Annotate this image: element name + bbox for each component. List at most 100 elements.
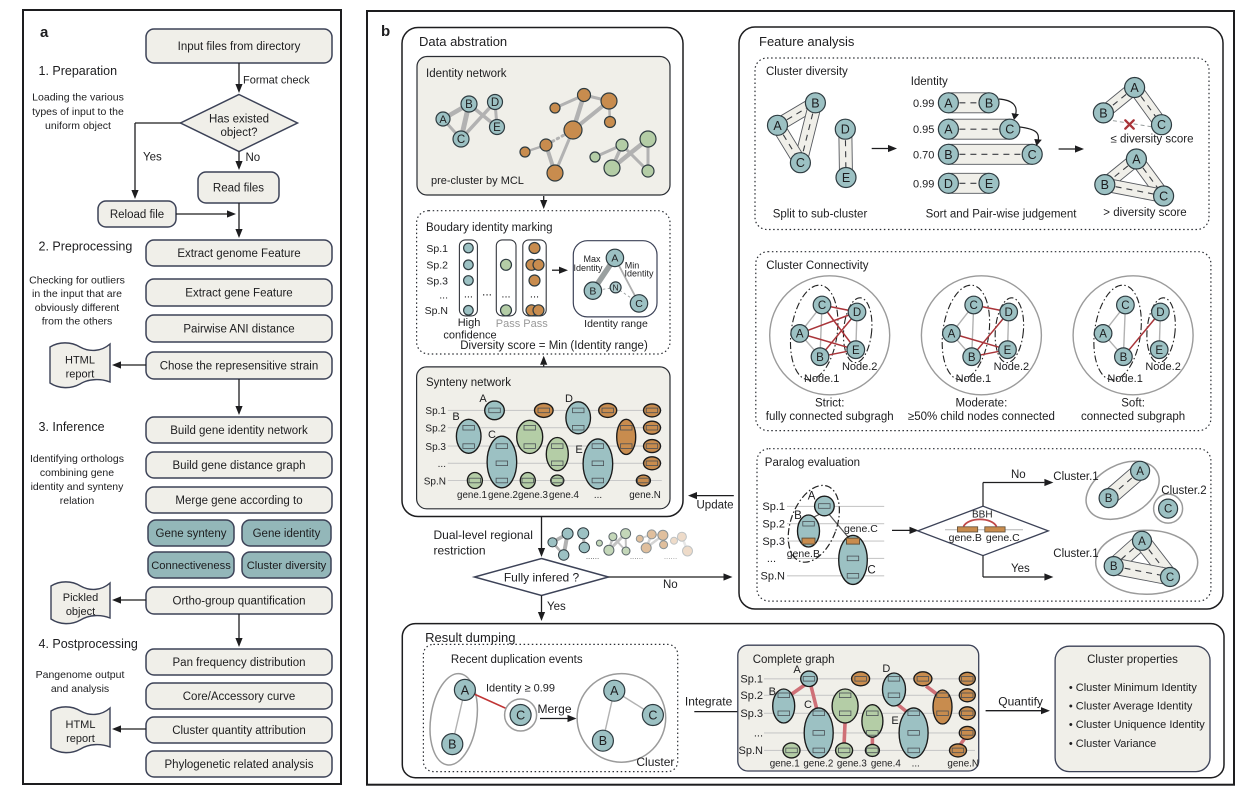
svg-text:B: B — [769, 686, 776, 698]
svg-text:Phylogenetic related analysis: Phylogenetic related analysis — [165, 759, 314, 771]
svg-text:E: E — [852, 345, 860, 357]
svg-text:A: A — [808, 491, 816, 503]
svg-text:types of input to the: types of input to the — [32, 106, 124, 118]
svg-text:B: B — [448, 738, 456, 752]
svg-text:Build gene distance graph: Build gene distance graph — [173, 460, 306, 472]
svg-text:HTML: HTML — [66, 719, 96, 731]
svg-text:Sp.3: Sp.3 — [740, 708, 763, 720]
svg-text:obviously different: obviously different — [35, 302, 120, 314]
svg-text:B: B — [452, 411, 459, 423]
svg-text:Result dumping: Result dumping — [425, 630, 515, 645]
svg-text:Merge gene according to: Merge gene according to — [175, 495, 302, 507]
svg-text:A: A — [1130, 81, 1139, 95]
svg-text:C: C — [1159, 190, 1168, 204]
svg-text:Soft:: Soft: — [1121, 398, 1145, 410]
svg-text:C: C — [867, 565, 875, 577]
svg-text:Identity: Identity — [573, 263, 603, 273]
svg-text:E: E — [1004, 345, 1012, 357]
svg-text:Pangenome output: Pangenome output — [36, 669, 125, 681]
svg-text:BBH: BBH — [972, 510, 993, 521]
svg-text:Min: Min — [625, 261, 640, 271]
svg-text:...: ... — [767, 553, 776, 565]
svg-text:C: C — [970, 300, 978, 312]
svg-text:Identifying orthologs: Identifying orthologs — [30, 453, 124, 465]
svg-text:...: ... — [482, 285, 492, 299]
svg-text:Sp.2: Sp.2 — [762, 519, 785, 531]
svg-text:gene.3: gene.3 — [518, 490, 549, 501]
svg-text:Max: Max — [583, 254, 601, 264]
svg-text:3. Inference: 3. Inference — [39, 420, 105, 434]
svg-text:Update: Update — [697, 500, 734, 512]
svg-text:C: C — [457, 134, 465, 146]
svg-text:C: C — [516, 709, 525, 723]
svg-text:Feature analysis: Feature analysis — [759, 34, 855, 49]
svg-text:Sp.N: Sp.N — [425, 305, 448, 317]
svg-text:Node.1: Node.1 — [804, 373, 839, 385]
svg-text:C: C — [648, 709, 657, 723]
svg-text:...: ... — [530, 289, 539, 301]
svg-text:Cluster Connectivity: Cluster Connectivity — [766, 260, 869, 272]
svg-text:Reload file: Reload file — [110, 209, 164, 221]
svg-text:Yes: Yes — [1011, 563, 1030, 575]
svg-text:Core/Accessory curve: Core/Accessory curve — [183, 691, 295, 703]
svg-text:No: No — [1011, 469, 1026, 481]
svg-text:...: ... — [439, 289, 448, 301]
svg-text:connected subgraph: connected subgraph — [1081, 411, 1185, 423]
svg-text:D: D — [491, 97, 499, 109]
svg-text:Boudary identity marking: Boudary identity marking — [426, 222, 553, 234]
svg-text:• Cluster Variance: • Cluster Variance — [1069, 738, 1156, 750]
svg-text:B: B — [944, 148, 952, 162]
svg-text:E: E — [985, 177, 993, 191]
svg-text:C: C — [1157, 118, 1166, 132]
svg-text:C: C — [1164, 504, 1172, 516]
svg-text:0.99: 0.99 — [913, 178, 934, 190]
svg-text:Paralog evaluation: Paralog evaluation — [765, 457, 860, 469]
svg-text:Identity network: Identity network — [426, 68, 507, 80]
svg-text:Cluster properties: Cluster properties — [1087, 654, 1178, 666]
svg-text:A: A — [1136, 466, 1144, 478]
svg-text:gene.C: gene.C — [986, 532, 1020, 544]
svg-text:C: C — [1028, 148, 1037, 162]
svg-text:C: C — [818, 300, 826, 312]
svg-text:Has existed: Has existed — [209, 114, 269, 126]
svg-text:Sp.1: Sp.1 — [740, 674, 763, 686]
svg-text:D: D — [944, 177, 953, 191]
svg-text:fully connected subgragh: fully connected subgragh — [766, 411, 894, 423]
svg-text:A: A — [479, 393, 487, 405]
svg-text:• Cluster Average Identity: • Cluster Average Identity — [1069, 701, 1193, 713]
svg-text:and analysis: and analysis — [51, 683, 109, 695]
svg-text:Sp.2: Sp.2 — [426, 260, 448, 272]
svg-text:gene.1: gene.1 — [457, 490, 487, 501]
svg-text:gene.N: gene.N — [629, 490, 661, 501]
svg-text:Cluster.1: Cluster.1 — [1053, 471, 1098, 483]
svg-text:A: A — [611, 253, 618, 265]
svg-text:Yes: Yes — [143, 152, 162, 164]
svg-text:E: E — [493, 122, 501, 134]
svg-text:from the others: from the others — [42, 316, 113, 328]
svg-text:B: B — [985, 96, 993, 110]
svg-text:A: A — [1138, 536, 1146, 548]
svg-text:N: N — [613, 282, 619, 292]
svg-text:C: C — [1166, 572, 1174, 584]
svg-text:identity and synteny: identity and synteny — [31, 481, 125, 493]
svg-text:Input files from directory: Input files from directory — [178, 41, 301, 53]
svg-text:C: C — [1121, 300, 1129, 312]
svg-text:D: D — [841, 123, 850, 137]
svg-text:......: ...... — [586, 552, 599, 561]
svg-text:Loading the various: Loading the various — [32, 92, 124, 104]
svg-text:combining gene: combining gene — [40, 467, 114, 479]
svg-text:C: C — [1005, 123, 1014, 137]
svg-text:report: report — [66, 733, 95, 745]
svg-text:object?: object? — [220, 127, 257, 139]
svg-text:Identity: Identity — [911, 76, 948, 88]
svg-text:Sort and Pair-wise judgement: Sort and Pair-wise judgement — [926, 209, 1078, 221]
svg-text:A: A — [1099, 329, 1107, 341]
svg-text:Sp.1: Sp.1 — [762, 501, 785, 513]
svg-text:Strict:: Strict: — [815, 398, 844, 410]
svg-text:gene.B: gene.B — [949, 532, 982, 544]
svg-text:0.95: 0.95 — [913, 124, 934, 136]
svg-text:pre-cluster by MCL: pre-cluster by MCL — [431, 175, 524, 187]
svg-text:gene.4: gene.4 — [549, 490, 580, 501]
svg-text:≤ diversity score: ≤ diversity score — [1111, 134, 1194, 146]
svg-text:Node.1: Node.1 — [956, 373, 991, 385]
